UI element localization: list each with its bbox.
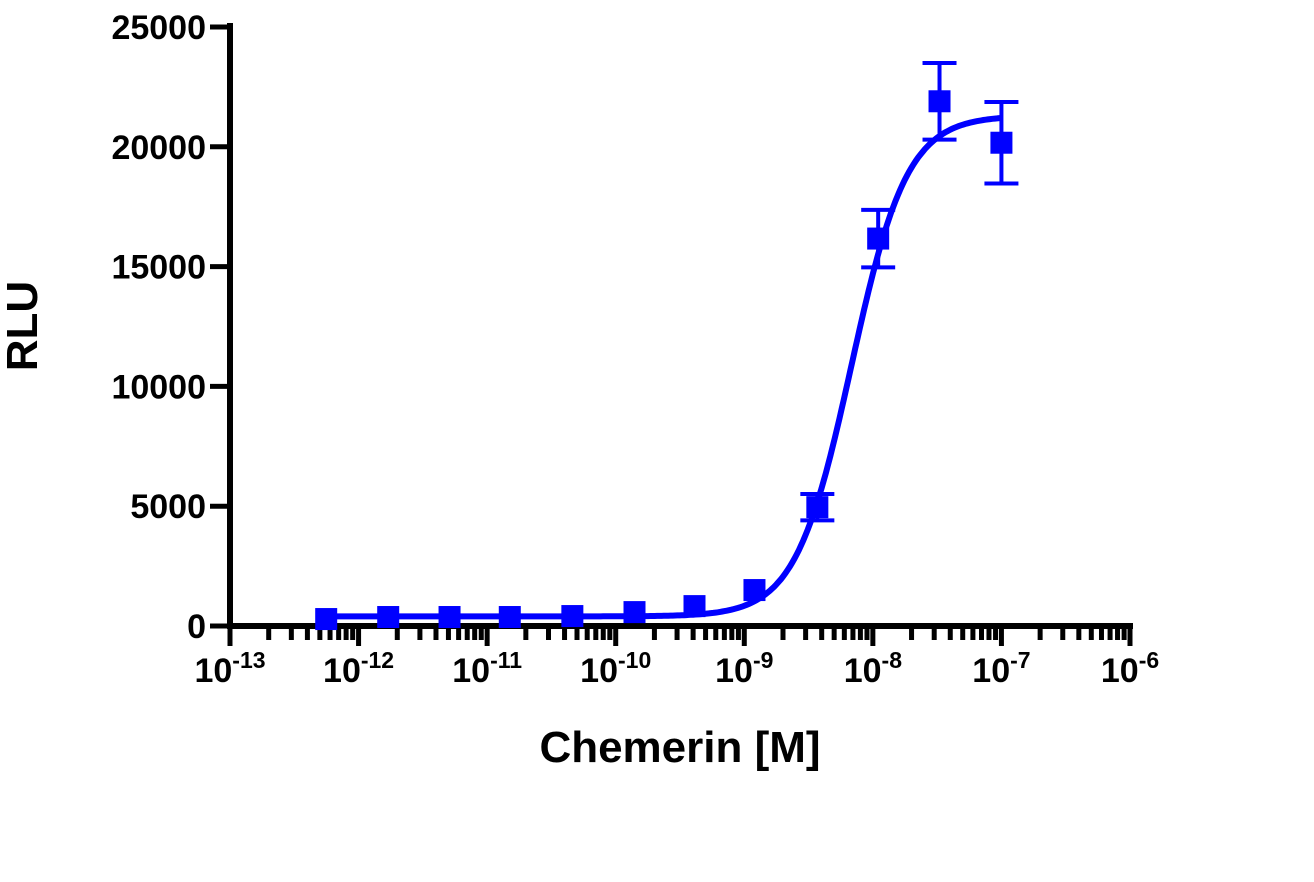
data-point bbox=[990, 131, 1013, 154]
y-axis-title: RLU bbox=[0, 281, 47, 371]
y-tick-label: 20000 bbox=[111, 129, 206, 167]
data-point bbox=[561, 605, 584, 628]
x-tick-label: 10-9 bbox=[715, 647, 773, 690]
data-point bbox=[438, 606, 461, 629]
y-tick-label: 15000 bbox=[111, 249, 206, 287]
data-point bbox=[498, 606, 521, 629]
y-tick-label: 25000 bbox=[111, 9, 206, 47]
x-tick-label: 10-12 bbox=[323, 647, 394, 690]
data-point bbox=[623, 601, 646, 624]
data-point bbox=[806, 496, 829, 519]
x-tick-label: 10-10 bbox=[580, 647, 651, 690]
data-point bbox=[743, 579, 766, 602]
data-point bbox=[867, 227, 890, 250]
y-tick-label: 10000 bbox=[111, 368, 206, 406]
x-tick-label: 10-11 bbox=[452, 647, 522, 690]
x-tick-label: 10-6 bbox=[1101, 647, 1159, 690]
fit-curve bbox=[326, 115, 1002, 620]
y-tick-label: 5000 bbox=[130, 488, 206, 526]
data-point bbox=[683, 595, 706, 618]
data-point bbox=[928, 90, 951, 113]
y-tick-label: 0 bbox=[187, 608, 206, 646]
x-tick-label: 10-13 bbox=[194, 647, 265, 690]
x-tick-label: 10-7 bbox=[972, 647, 1030, 690]
x-tick-label: 10-8 bbox=[844, 647, 902, 690]
x-axis-title: Chemerin [M] bbox=[539, 723, 820, 772]
data-point bbox=[377, 606, 400, 629]
data-point bbox=[315, 608, 338, 631]
